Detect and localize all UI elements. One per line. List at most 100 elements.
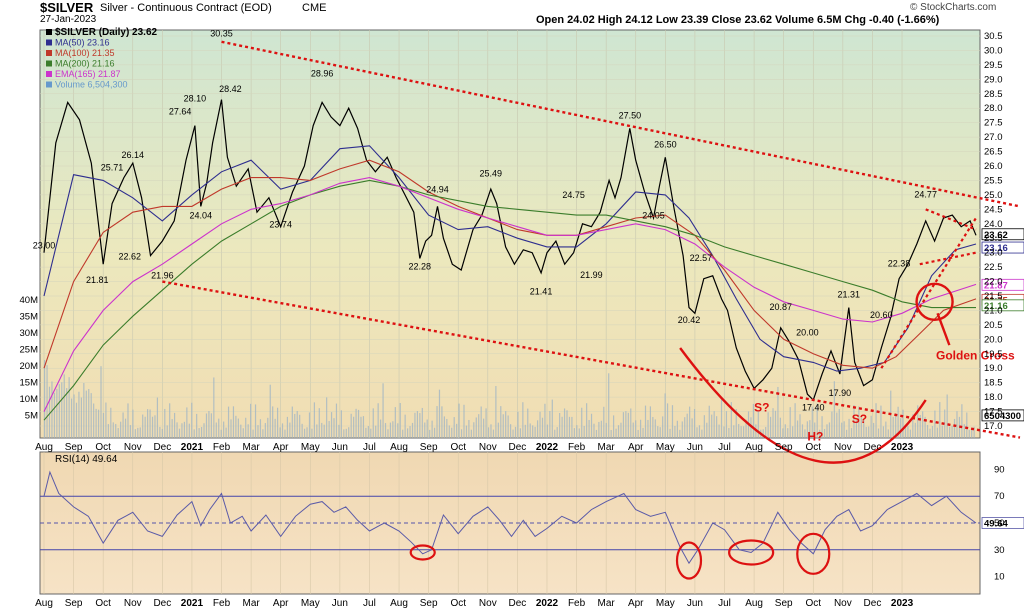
price-point-label: 23.00	[33, 241, 56, 251]
price-point-label: 21.81	[86, 275, 109, 285]
volume-bar	[313, 402, 315, 438]
volume-bar	[61, 382, 63, 438]
volume-bar	[365, 427, 367, 438]
x-tick-label: Jun	[332, 442, 348, 453]
volume-bar	[480, 406, 482, 438]
volume-bar	[841, 422, 843, 438]
volume-bar	[124, 418, 127, 438]
volume-bar	[448, 425, 450, 438]
volume-bar	[198, 428, 200, 438]
current-value-box	[981, 241, 1024, 254]
volume-bar	[735, 409, 737, 438]
volume-bar	[223, 421, 225, 438]
volume-bar	[299, 414, 301, 438]
volume-bar	[151, 416, 154, 438]
rsi-x-tick-label: Aug	[745, 598, 763, 609]
legend-label: MA(100) 21.35	[55, 48, 115, 58]
volume-bar	[762, 429, 764, 438]
volume-bar	[139, 427, 141, 438]
volume-bar	[627, 412, 629, 438]
volume-bar	[853, 405, 855, 438]
volume-bar	[671, 405, 674, 438]
legend-label: MA(200) 21.16	[55, 59, 115, 69]
head-shoulders-arc	[679, 347, 927, 464]
volume-bar	[122, 412, 124, 438]
volume-bar	[774, 410, 777, 438]
volume-bar	[279, 427, 281, 438]
volume-bar	[823, 428, 826, 438]
volume-bar	[66, 388, 68, 438]
volume-bar	[613, 415, 615, 438]
volume-bar	[330, 412, 333, 438]
rsi-x-tick-label: Mar	[598, 598, 616, 609]
volume-bar	[127, 403, 129, 438]
price-point-label: 27.64	[169, 107, 192, 117]
price-tick-label: 17.0	[984, 421, 1003, 432]
volume-bar	[931, 426, 934, 438]
volume-bar	[510, 424, 512, 438]
price-point-label: 22.62	[119, 252, 142, 262]
volume-bar	[615, 428, 617, 438]
volume-bar	[340, 410, 342, 438]
volume-bar	[549, 411, 551, 438]
volume-bar	[431, 420, 433, 438]
volume-bar	[483, 418, 485, 438]
volume-bar	[872, 422, 875, 438]
volume-bar	[662, 416, 664, 438]
volume-bar	[590, 413, 593, 438]
volume-bar	[527, 408, 529, 438]
volume-bar	[544, 403, 546, 438]
price-tick-label: 26.5	[984, 147, 1003, 158]
x-tick-label: Oct	[95, 442, 111, 453]
rsi-x-tick-label: 2023	[891, 598, 914, 609]
volume-bar	[679, 429, 681, 438]
volume-bar	[80, 397, 82, 438]
rsi-oversold-circle	[409, 544, 436, 561]
volume-bar	[573, 428, 575, 438]
current-value-box	[981, 299, 1024, 312]
volume-bar	[370, 428, 372, 438]
volume-bar	[968, 429, 970, 438]
rsi-x-tick-label: 2022	[536, 598, 559, 609]
volume-bar	[252, 429, 254, 438]
volume-bar	[63, 374, 65, 438]
volume-bar	[769, 416, 772, 438]
price-tick-label: 27.5	[984, 118, 1003, 129]
volume-bar	[966, 412, 968, 438]
volume-bar	[917, 405, 919, 438]
volume-bar	[205, 413, 208, 438]
volume-bar	[269, 384, 271, 438]
volume-bar	[497, 422, 499, 438]
volume-bar	[598, 421, 600, 438]
volume-bar	[433, 427, 436, 438]
volume-bar	[608, 373, 610, 438]
volume-bar	[171, 419, 173, 438]
volume-bar	[728, 427, 730, 438]
volume-bar	[402, 429, 404, 438]
volume-bar	[308, 412, 311, 438]
volume-bar	[745, 419, 747, 438]
volume-bar	[907, 426, 909, 438]
chart-ohlc-summary: Open 24.02 High 24.12 Low 23.39 Close 23…	[536, 14, 940, 26]
volume-bar	[713, 411, 715, 438]
series-line-ema-165-	[43, 177, 977, 412]
volume-bar	[210, 413, 212, 438]
volume-bar	[708, 405, 710, 438]
volume-bar	[178, 428, 181, 438]
volume-tick-label: 30M	[20, 328, 39, 339]
x-tick-label: Apr	[273, 442, 289, 453]
rsi-x-tick-label: Oct	[450, 598, 466, 609]
volume-bar	[475, 417, 477, 438]
volume-bar	[524, 424, 526, 438]
volume-bar	[642, 427, 644, 438]
price-point-label: 20.87	[769, 302, 792, 312]
volume-bar	[846, 429, 848, 438]
series-line-ma-50-	[43, 145, 977, 372]
x-tick-label: Dec	[864, 442, 882, 453]
volume-bar	[971, 428, 973, 438]
volume-bar	[934, 410, 936, 438]
chart-credit: © StockCharts.com	[910, 2, 997, 13]
volume-bar	[284, 429, 286, 438]
price-tick-label: 19.0	[984, 363, 1003, 374]
